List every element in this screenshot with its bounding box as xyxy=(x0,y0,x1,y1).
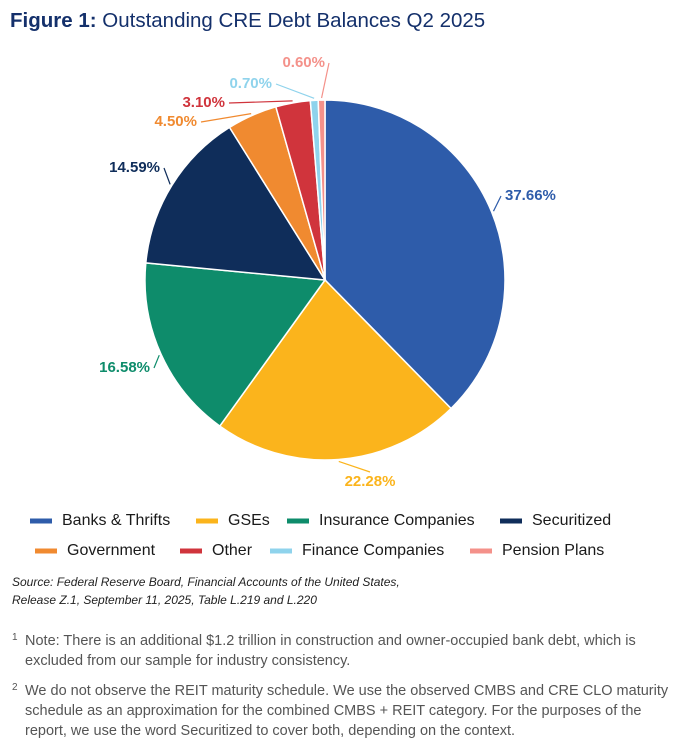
legend-label: Insurance Companies xyxy=(319,512,475,529)
data-label: 0.70% xyxy=(229,75,272,92)
title-text: Outstanding CRE Debt Balances Q2 2025 xyxy=(102,9,485,32)
data-label: 14.59% xyxy=(109,159,160,176)
pie-slice xyxy=(324,99,506,410)
leader-line xyxy=(163,167,171,185)
note: 1 Note: There is an additional $1.2 trill… xyxy=(12,631,672,671)
note-text: We do not observe the REIT maturity sche… xyxy=(25,683,669,739)
note-text: Note: There is an additional $1.2 trilli… xyxy=(25,633,636,669)
data-label: 0.60% xyxy=(282,54,325,71)
source: Source: Federal Reserve Board, Financial… xyxy=(12,575,400,607)
legend-label: Pension Plans xyxy=(502,542,604,559)
legend-label: Government xyxy=(67,542,156,559)
chart-title: Figure 1: Outstanding CRE Debt Balances … xyxy=(10,9,485,32)
leader-line xyxy=(200,113,252,123)
pie-slice xyxy=(317,99,326,281)
data-label: 22.28% xyxy=(345,473,396,490)
legend-label: Banks & Thrifts xyxy=(62,512,170,529)
data-label: 16.58% xyxy=(99,359,150,376)
leader-line xyxy=(153,354,160,369)
pie-slice xyxy=(218,278,453,461)
leader-line xyxy=(492,195,502,212)
title-prefix: Figure 1: xyxy=(10,9,97,32)
data-label: 4.50% xyxy=(154,113,197,130)
data-label: 37.66% xyxy=(505,187,556,204)
note-marker: 2 xyxy=(12,682,18,693)
leader-line xyxy=(228,100,293,104)
pie-slice xyxy=(144,262,327,428)
legend-label: Other xyxy=(212,542,253,559)
chart: Figure 1: Outstanding CRE Debt Balances … xyxy=(10,9,611,559)
legend-label: GSEs xyxy=(228,512,270,529)
leader-line xyxy=(338,460,371,473)
legend-label: Finance Companies xyxy=(302,542,444,559)
note: 2 We do not observe the REIT maturity sch… xyxy=(12,681,672,741)
data-label: 3.10% xyxy=(182,94,225,111)
leader-line xyxy=(275,83,315,99)
note-marker: 1 xyxy=(12,632,18,643)
pie-slice xyxy=(144,126,327,281)
legend-label: Securitized xyxy=(532,512,611,529)
leader-line xyxy=(320,62,330,99)
